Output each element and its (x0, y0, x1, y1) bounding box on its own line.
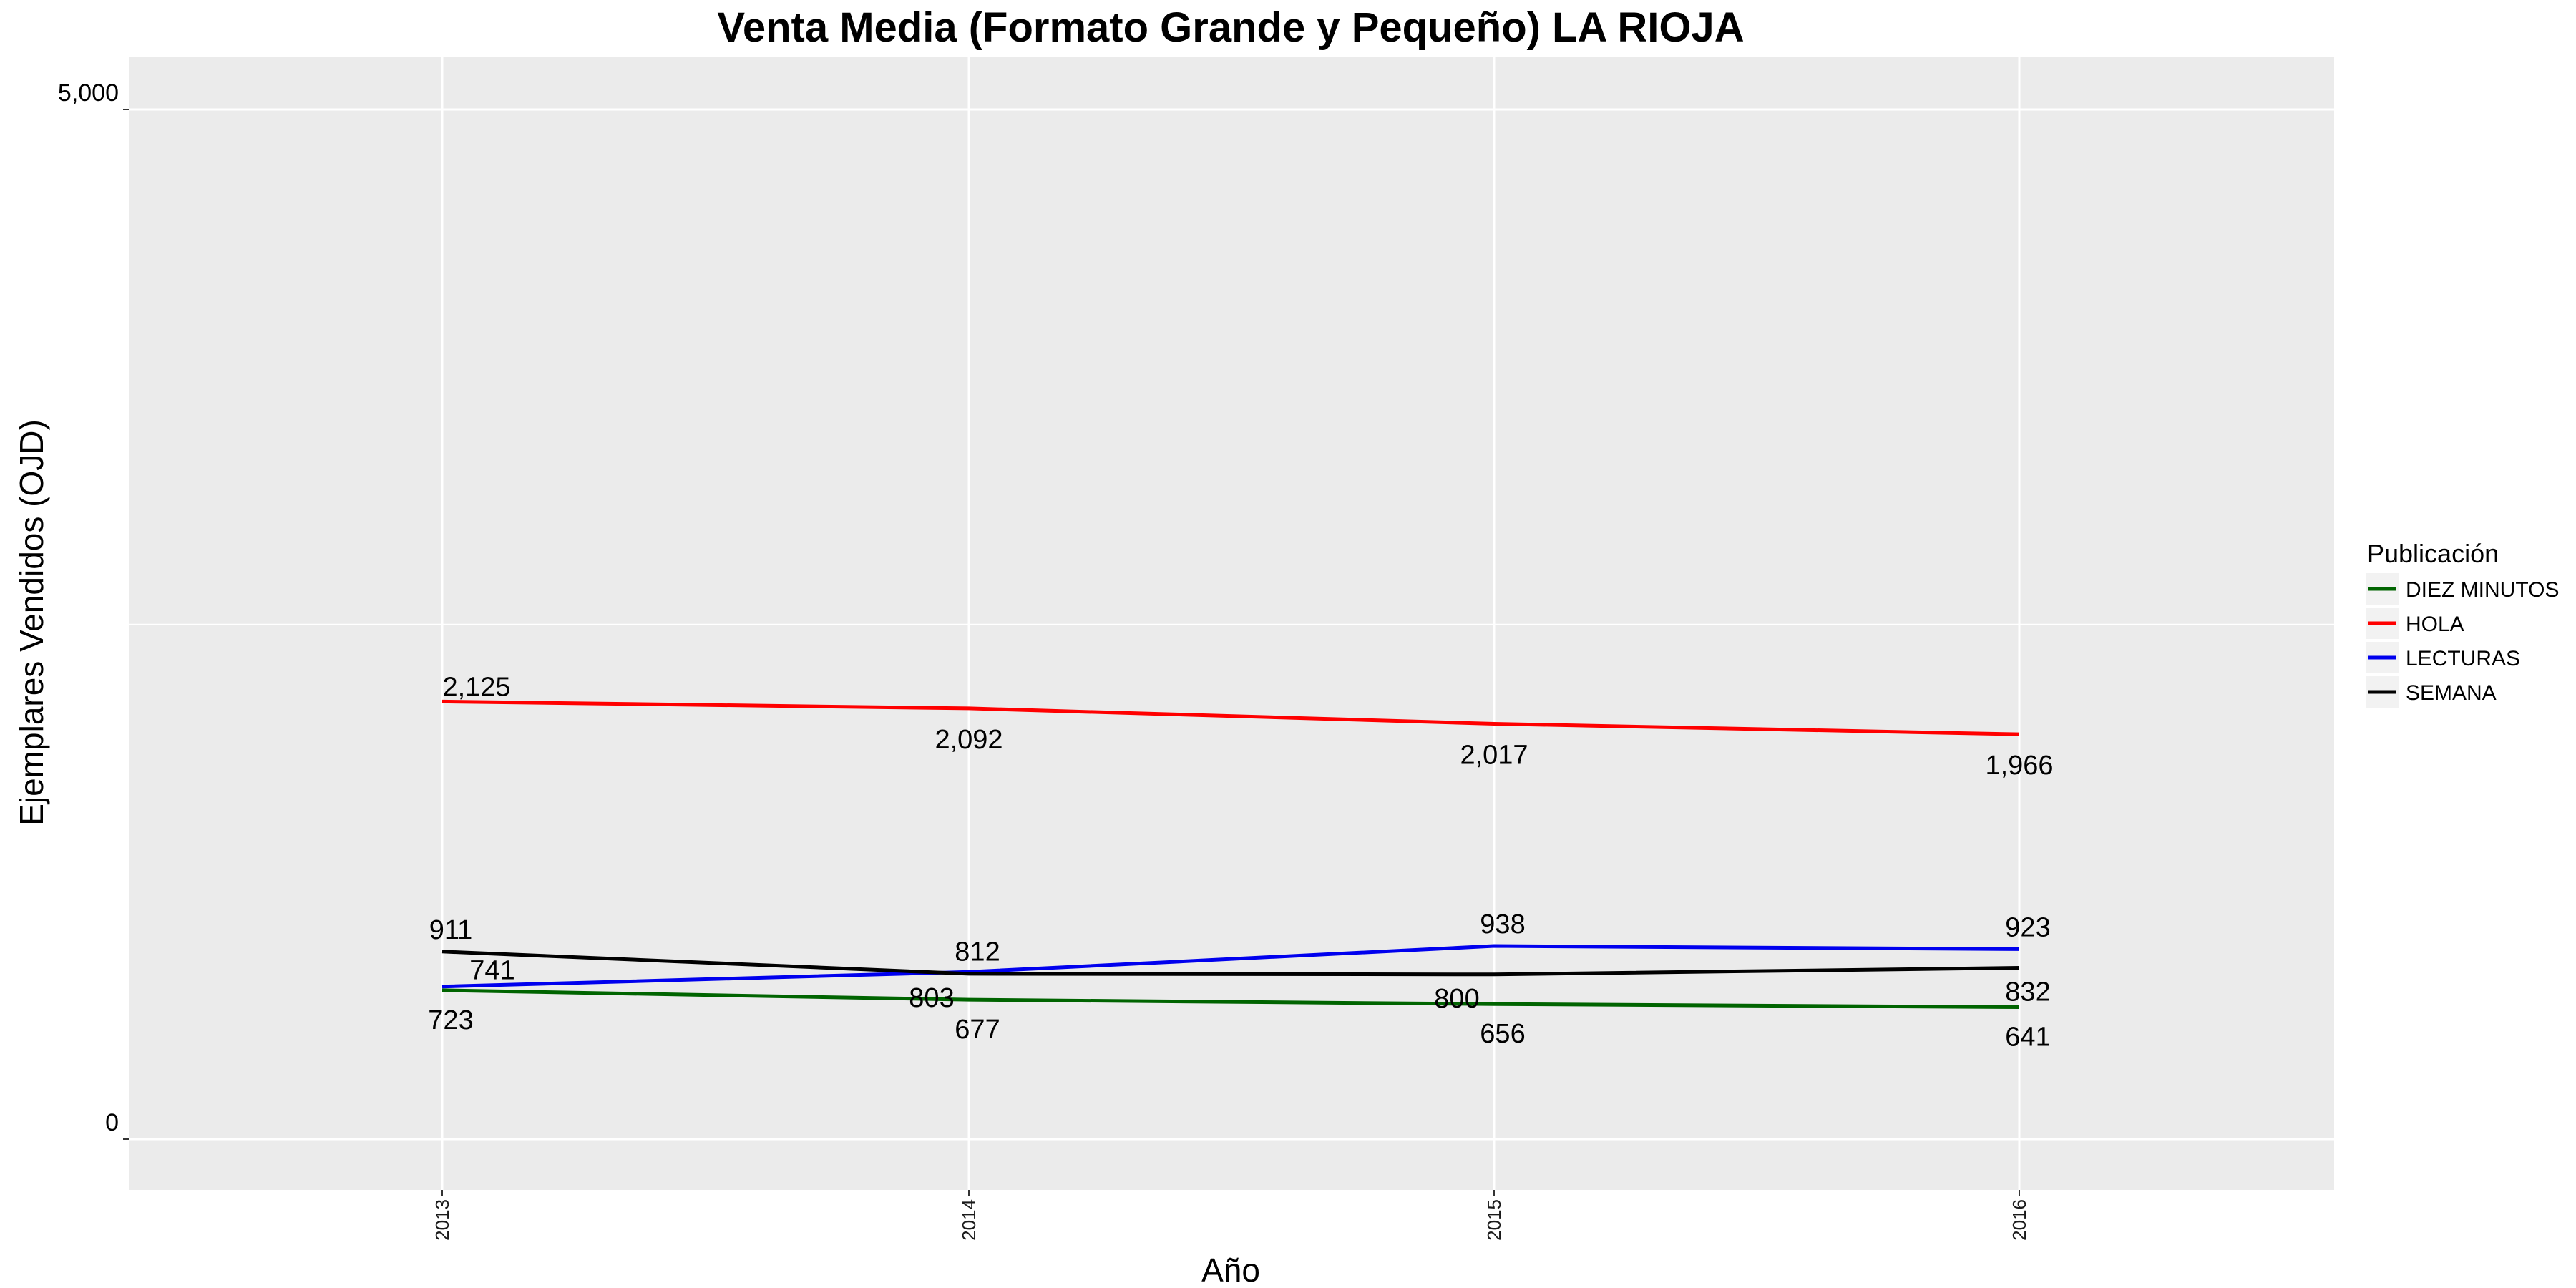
data-label: 2,017 (1460, 741, 1528, 771)
data-label: 2,125 (442, 672, 510, 702)
data-label: 1,966 (1985, 751, 2053, 781)
x-tick-label: 2015 (1483, 1199, 1505, 1241)
data-label: 723 (428, 1005, 473, 1035)
series-line-diez-minutos (441, 988, 2020, 1010)
x-tick-label: 2016 (2009, 1199, 2030, 1241)
legend-label-lecturas: LECTURAS (2406, 647, 2520, 670)
data-labels: 723 677 656 641 2,125 2,092 2,017 1,966 741 812 93… (428, 672, 2053, 1052)
data-label: 812 (955, 937, 1000, 967)
x-axis: 2013 2014 2015 2016 (431, 1190, 2030, 1241)
x-tick-label: 2014 (958, 1199, 980, 1241)
data-label: 741 (469, 956, 514, 986)
data-label: 911 (429, 915, 473, 945)
data-label: 2,092 (935, 725, 1002, 755)
x-tick-label: 2013 (431, 1199, 453, 1241)
y-tick-label: 0 (105, 1109, 119, 1136)
y-axis-title: Ejemplares Vendidos (OJD) (13, 419, 50, 826)
data-label: 923 (2005, 912, 2050, 942)
series-line-semana (441, 950, 2020, 977)
data-label: 677 (955, 1015, 1000, 1045)
data-label: 656 (1480, 1019, 1525, 1049)
legend-label-diez-minutos: DIEZ MINUTOS (2406, 578, 2559, 602)
series-line-lecturas (441, 944, 2020, 989)
x-axis-title: Año (1201, 1252, 1260, 1288)
grid-lines (129, 57, 2334, 1190)
legend-title: Publicación (2367, 539, 2499, 568)
legend-label-hola: HOLA (2406, 613, 2464, 636)
data-label: 800 (1434, 984, 1479, 1014)
series-line-hola (441, 699, 2020, 736)
y-axis: 0 5,000 (58, 79, 129, 1140)
legend: Publicación DIEZ MINUTOS HOLA LECTURAS SEMA… (2366, 539, 2559, 708)
data-label: 938 (1480, 909, 1525, 940)
chart-title: Venta Media (Formato Grande y Pequeño) L… (717, 4, 1744, 51)
legend-label-semana: SEMANA (2406, 681, 2497, 705)
data-label: 832 (2005, 977, 2050, 1008)
data-label: 803 (909, 983, 954, 1013)
y-tick-label: 5,000 (58, 79, 119, 107)
series-lines (441, 699, 2020, 1010)
data-label: 641 (2005, 1023, 2050, 1053)
